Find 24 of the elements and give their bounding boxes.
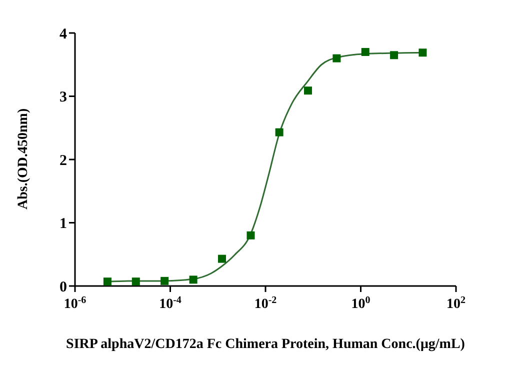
y-tick-label: 3 [60,90,67,106]
x-tick-label: 10$^{-4}$ [159,294,182,312]
point [332,54,341,62]
point [218,254,226,263]
x-axis-title: SIRP alphaV2/CD172a Fc Chimera Protein, Human Conc.(μg/mL) [66,337,466,352]
y-tick-label: 4 [60,26,68,42]
x-tick-label: 10$^{0}$ [351,294,370,312]
point [132,278,140,286]
point [304,86,312,95]
y-tick-label: 2 [60,152,67,169]
x-tick-label: 10$^{-6}$ [64,294,86,312]
point [361,48,370,56]
point [189,276,198,284]
y-tick-label: 0 [60,279,67,296]
x-tick-label: 10$^{-2}$ [254,294,277,312]
point [390,51,398,60]
point [103,278,112,286]
x-tick-label: 10$^{2}$ [446,294,466,312]
point [246,231,255,240]
y-tick-label: 1 [60,216,67,232]
point [160,276,169,285]
y-axis-title: Abs.(OD.450nm) [16,108,31,210]
point [275,128,284,136]
point [418,48,427,57]
